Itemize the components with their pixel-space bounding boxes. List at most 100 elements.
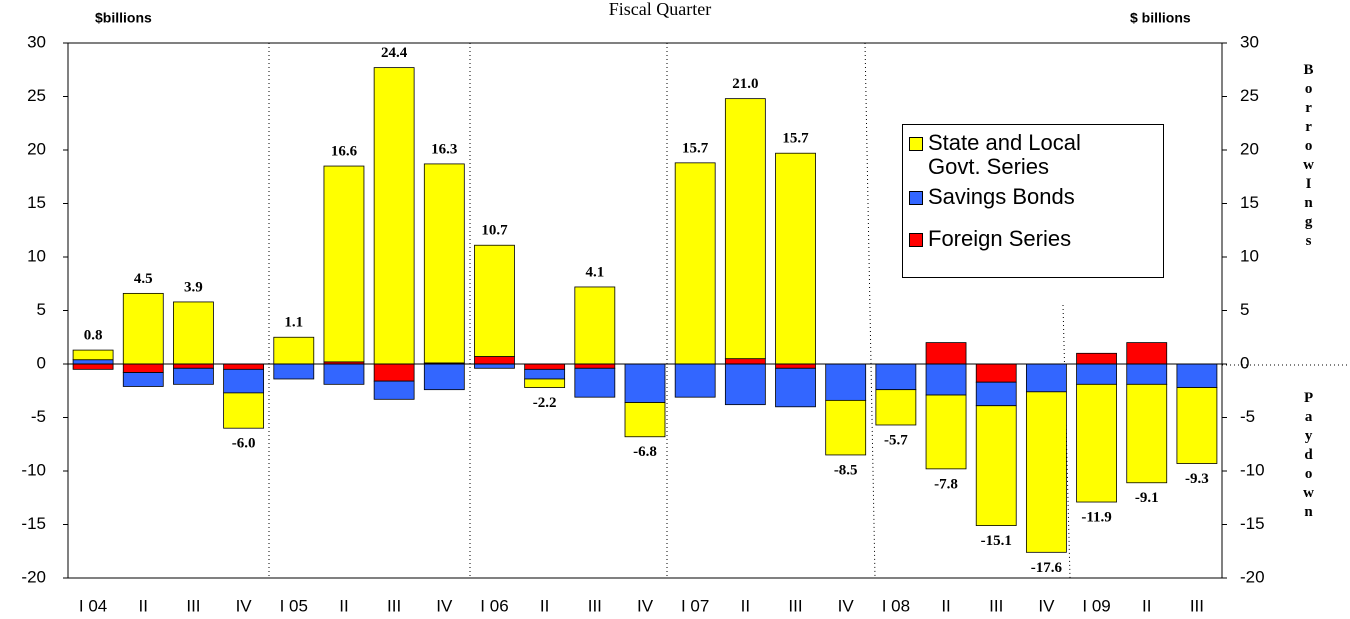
net-label: 1.1 <box>284 315 303 331</box>
bar-segment <box>574 286 616 365</box>
x-tick-label: I 08 <box>882 596 910 615</box>
bar-segment <box>273 336 315 365</box>
net-label: 15.7 <box>682 140 709 156</box>
bar-segment <box>875 363 917 391</box>
legend-item: Foreign Series <box>909 227 1157 251</box>
y-axis-label: $billions <box>95 10 152 26</box>
y2-tick-label: 25 <box>1240 86 1259 105</box>
y-tick-label: 5 <box>37 300 46 319</box>
bar-segment <box>674 162 716 365</box>
legend-swatch <box>909 137 923 151</box>
x-tick-label: IV <box>1038 596 1055 615</box>
bar-segment <box>173 301 214 365</box>
bar-segment <box>524 378 566 388</box>
legend-swatch <box>909 233 923 247</box>
bar-segment <box>1126 383 1168 484</box>
bar-segment <box>875 389 917 426</box>
bar-segment <box>273 363 315 380</box>
bar-segment <box>373 363 415 382</box>
bar-segment <box>624 402 666 438</box>
y-tick-label: -15 <box>21 514 46 533</box>
legend-label: Foreign Series <box>928 226 1072 251</box>
bar-segment <box>624 363 666 403</box>
net-label: -15.1 <box>981 533 1012 549</box>
bar-segment <box>674 363 716 398</box>
bar-segment <box>825 363 867 401</box>
net-label: -8.5 <box>834 462 858 478</box>
x-tick-label: III <box>186 596 200 615</box>
y-tick-label: -5 <box>31 407 46 426</box>
y2-tick-label: 5 <box>1240 300 1249 319</box>
legend-label: State and Local Govt. Series <box>928 130 1081 179</box>
bar-segment <box>1025 363 1067 393</box>
bar-segment <box>925 394 967 470</box>
chart-title: Fiscal Quarter <box>609 0 711 19</box>
legend-label: Savings Bonds <box>928 184 1075 209</box>
net-label: 15.7 <box>782 131 809 147</box>
y-tick-label: 20 <box>27 139 46 158</box>
x-tick-label: I 09 <box>1082 596 1110 615</box>
net-label: 3.9 <box>184 279 203 295</box>
x-tick-label: III <box>1190 596 1204 615</box>
y2-tick-label: 20 <box>1240 139 1259 158</box>
bar-segment <box>1076 383 1117 503</box>
x-tick-label: I 05 <box>280 596 308 615</box>
x-tick-label: II <box>1142 596 1151 615</box>
bar-segment <box>1076 352 1117 365</box>
bar-segment <box>122 372 164 387</box>
bar-segment <box>724 98 766 360</box>
legend-item: Savings Bonds <box>909 185 1157 209</box>
x-tick-label: III <box>788 596 802 615</box>
x-tick-label: II <box>139 596 148 615</box>
bar-segment <box>122 363 164 373</box>
x-tick-label: I 06 <box>480 596 508 615</box>
y2-tick-label: -5 <box>1240 407 1255 426</box>
x-tick-label: II <box>339 596 348 615</box>
x-tick-label: II <box>540 596 549 615</box>
y2-axis-label: $ billions <box>1130 10 1191 26</box>
bar-segment <box>323 363 365 385</box>
bar-segment <box>423 163 465 364</box>
bar-segment <box>72 363 114 370</box>
x-tick-label: II <box>941 596 950 615</box>
borrowings-note: BorrowIngs <box>1301 62 1317 252</box>
bar-segment <box>1126 363 1168 385</box>
bar-segment <box>223 368 265 394</box>
x-tick-label: II <box>741 596 750 615</box>
bar-segment <box>373 380 415 400</box>
bar-segment <box>1126 342 1168 365</box>
net-label: 4.1 <box>585 264 604 280</box>
x-tick-label: III <box>387 596 401 615</box>
bar-segment <box>173 363 214 369</box>
bar-segment <box>474 244 515 357</box>
bar-segment <box>423 363 465 391</box>
y-tick-label: 15 <box>27 193 46 212</box>
bar-segment <box>223 392 265 429</box>
net-label: 16.3 <box>431 141 457 157</box>
paydown-note: Paydown <box>1301 390 1317 523</box>
bar-segment <box>775 363 816 369</box>
bar-segment <box>173 367 214 385</box>
net-label: 0.8 <box>84 328 103 344</box>
net-label: -9.3 <box>1185 471 1209 487</box>
x-tick-label: IV <box>436 596 453 615</box>
legend-swatch <box>909 191 923 205</box>
y2-tick-label: -15 <box>1240 514 1265 533</box>
bar-segment <box>524 368 566 380</box>
bar-segment <box>724 363 766 406</box>
bar-segment <box>72 349 114 361</box>
x-tick-label: IV <box>637 596 654 615</box>
y-tick-label: 10 <box>27 246 46 265</box>
bar-segment <box>223 363 265 370</box>
net-label: 4.5 <box>134 271 153 287</box>
bar-segment <box>1025 391 1067 553</box>
legend-item: State and Local Govt. Series <box>909 131 1157 179</box>
bar-segment <box>975 381 1017 407</box>
net-label: 16.6 <box>331 143 358 159</box>
bar-segment <box>1176 363 1218 388</box>
net-label: -2.2 <box>533 395 557 411</box>
bar-segment <box>925 363 967 396</box>
y2-tick-label: -10 <box>1240 460 1265 479</box>
bar-segment <box>775 367 816 408</box>
